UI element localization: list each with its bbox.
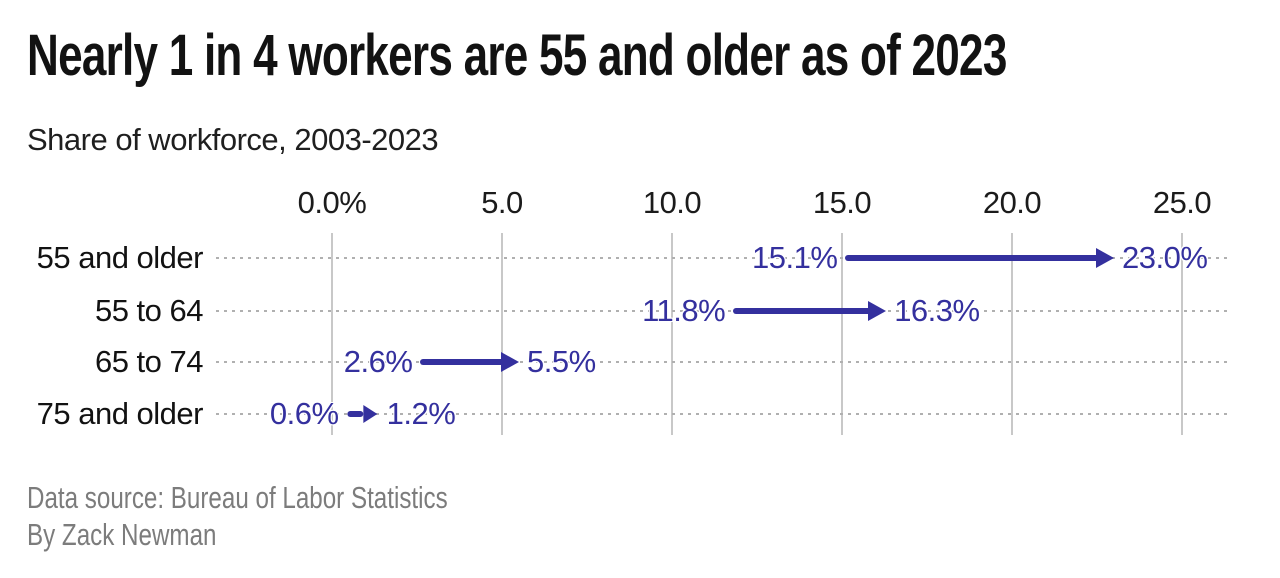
- end-value-label: 23.0%: [1122, 240, 1208, 275]
- arrow-shaft: [733, 308, 873, 314]
- gridline: [501, 233, 503, 435]
- row-label: 65 to 74: [94, 344, 204, 379]
- chart-title: Nearly 1 in 4 workers are 55 and older a…: [27, 22, 1280, 89]
- gridline: [841, 233, 843, 435]
- end-value-label: 16.3%: [894, 293, 980, 328]
- row-label: 55 and older: [36, 240, 204, 275]
- x-tick-label: 20.0: [982, 185, 1042, 220]
- end-value-label: 1.2%: [386, 396, 456, 431]
- row-label: 75 and older: [36, 396, 204, 431]
- mini-arrow-shaft: [347, 411, 364, 417]
- x-tick-label: 15.0: [812, 185, 872, 220]
- start-value-label: 2.6%: [343, 344, 413, 379]
- arrow-head: [1096, 248, 1114, 268]
- gridline: [331, 233, 333, 435]
- x-tick-label: 5.0: [481, 185, 523, 220]
- start-value-label: 15.1%: [751, 240, 838, 275]
- mini-arrow-head: [363, 405, 378, 423]
- data-source-text: Data source: Bureau of Labor Statistics: [27, 480, 448, 515]
- start-value-label: 11.8%: [642, 293, 726, 328]
- row-dotted-line: [216, 413, 1232, 415]
- chart-footer: Data source: Bureau of Labor Statistics …: [27, 479, 566, 553]
- start-value-label: 0.6%: [269, 396, 339, 431]
- chart-subtitle: Share of workforce, 2003-2023: [27, 122, 439, 157]
- row-dotted-line: [216, 310, 1232, 312]
- gridline: [1011, 233, 1013, 435]
- arrow-shaft: [420, 359, 505, 365]
- byline-text: By Zack Newman: [27, 517, 217, 552]
- row-dotted-line: [216, 257, 1232, 259]
- row-dotted-line: [216, 361, 1232, 363]
- small-range-group: 0.6% 1.2%: [269, 396, 456, 432]
- x-tick-label: 25.0: [1152, 185, 1212, 220]
- gridline: [671, 233, 673, 435]
- arrow-head: [501, 352, 519, 372]
- row-label: 55 to 64: [94, 293, 204, 328]
- arrow-head: [868, 301, 887, 321]
- gridline: [1181, 233, 1183, 435]
- arrow-shaft: [845, 255, 1100, 261]
- x-tick-label: 10.0: [642, 185, 702, 220]
- data-source-line: Data source: Bureau of Labor Statistics: [27, 479, 566, 516]
- byline-line: By Zack Newman: [27, 516, 566, 553]
- end-value-label: 5.5%: [527, 344, 596, 379]
- chart-title-text: Nearly 1 in 4 workers are 55 and older a…: [27, 23, 1007, 88]
- x-tick-label: 0.0%: [297, 185, 367, 220]
